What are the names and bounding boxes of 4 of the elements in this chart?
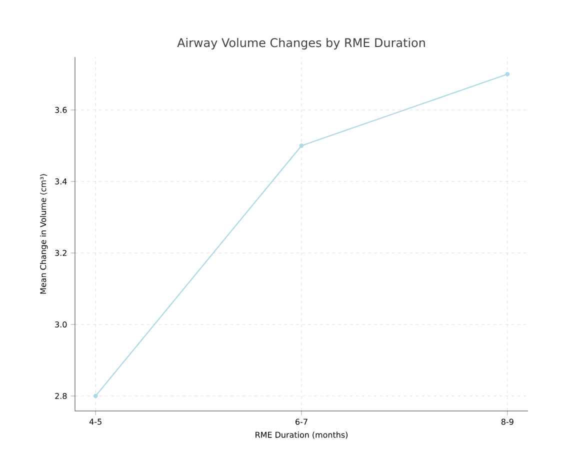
point xyxy=(505,72,510,76)
chart-title: Airway Volume Changes by RME Duration xyxy=(177,38,425,50)
point xyxy=(299,143,304,148)
point xyxy=(93,394,98,398)
